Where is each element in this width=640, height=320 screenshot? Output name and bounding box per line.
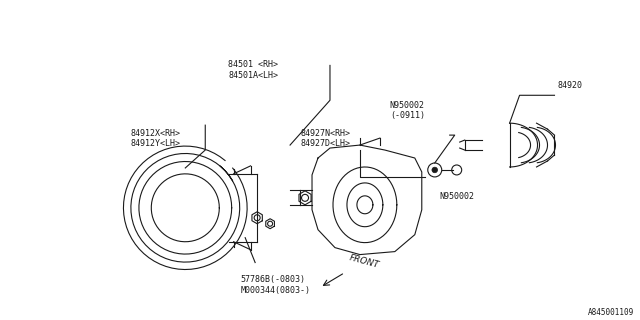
Circle shape	[432, 167, 438, 173]
Text: 84912X<RH>
84912Y<LH>: 84912X<RH> 84912Y<LH>	[131, 129, 180, 148]
Text: A845001109: A845001109	[588, 308, 634, 317]
Text: N950002
(-0911): N950002 (-0911)	[390, 101, 425, 120]
Text: 84920: 84920	[557, 81, 582, 90]
Text: FRONT: FRONT	[348, 253, 380, 269]
Text: N950002: N950002	[440, 192, 475, 201]
Text: 84501 <RH>
84501A<LH>: 84501 <RH> 84501A<LH>	[228, 60, 278, 80]
Text: 57786B(-0803)
M000344(0803-): 57786B(-0803) M000344(0803-)	[240, 276, 310, 295]
Text: 84927N<RH>
84927D<LH>: 84927N<RH> 84927D<LH>	[300, 129, 350, 148]
